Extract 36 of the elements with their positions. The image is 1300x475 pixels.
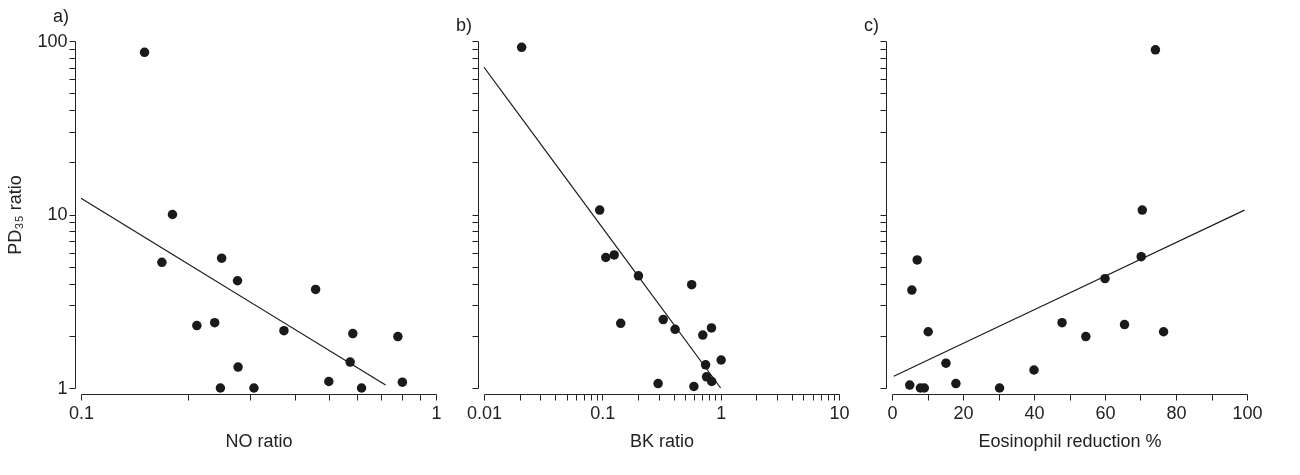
point xyxy=(1137,205,1148,215)
point xyxy=(923,327,933,337)
point xyxy=(1081,331,1091,342)
x-tick-label: 40 xyxy=(1024,402,1045,423)
y-tick-label: 1 xyxy=(57,377,68,398)
x-tick-label: 80 xyxy=(1166,402,1187,423)
point xyxy=(1119,319,1130,330)
x-tick-label: 1 xyxy=(716,402,727,423)
point xyxy=(912,255,922,265)
x-tick-label: 20 xyxy=(953,402,974,423)
point xyxy=(951,378,961,389)
y-tick-label: 100 xyxy=(37,30,68,51)
point xyxy=(1150,45,1161,55)
x-tick-label: 0.01 xyxy=(466,402,503,423)
point xyxy=(941,358,951,368)
point xyxy=(1057,317,1067,328)
y-axis-title: PD₃₅ ratio xyxy=(5,175,26,255)
x-axis-title: NO ratio xyxy=(225,430,293,451)
point xyxy=(907,285,917,295)
x-tick-label: 0.1 xyxy=(68,402,95,423)
point xyxy=(905,380,915,390)
x-axis-title: BK ratio xyxy=(629,430,695,451)
point xyxy=(1158,327,1169,337)
point xyxy=(1029,365,1039,375)
x-tick-label: 1 xyxy=(431,402,442,423)
x-tick-label: 100 xyxy=(1232,402,1263,423)
x-tick-label: 0 xyxy=(887,402,898,423)
x-axis-title: Eosinophil reduction % xyxy=(978,430,1162,451)
y-tick-label: 10 xyxy=(47,204,68,224)
x-tick-label: 10 xyxy=(829,402,850,423)
chart-title: b) xyxy=(456,14,473,35)
chart-title: c) xyxy=(864,14,879,35)
x-tick-label: 0.1 xyxy=(590,402,616,423)
x-tick-label: 60 xyxy=(1095,402,1116,423)
chart-title: a) xyxy=(53,6,70,26)
point xyxy=(994,383,1005,393)
